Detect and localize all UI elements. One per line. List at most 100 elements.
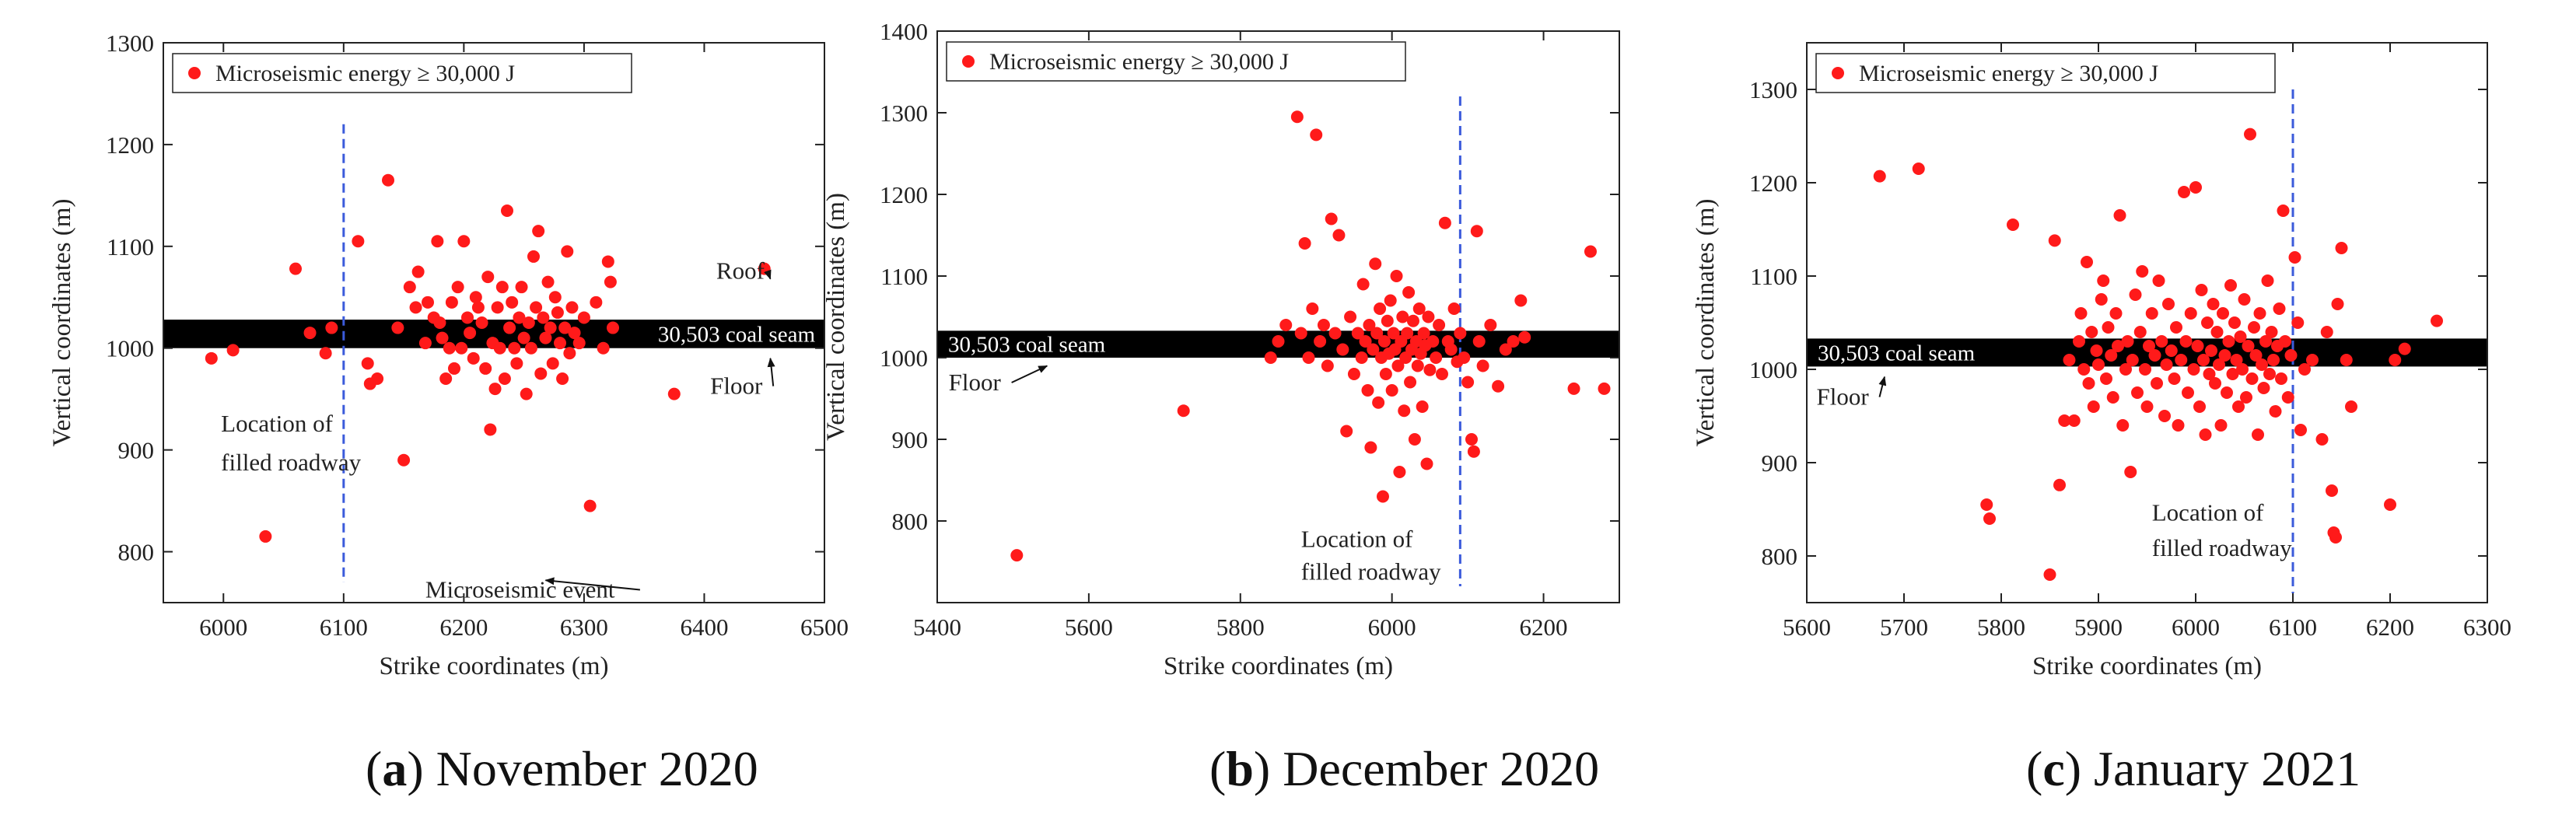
data-point (1340, 425, 1353, 438)
data-point (2284, 349, 2298, 362)
data-point (1454, 327, 1467, 340)
data-point (2139, 363, 2151, 376)
data-point (2048, 234, 2061, 247)
x-tick-label: 6000 (2172, 614, 2220, 641)
data-point (577, 311, 590, 324)
data-point (2087, 400, 2100, 413)
data-point (2195, 284, 2208, 296)
legend-label: Microseismic energy ≥ 30,000 J (215, 61, 515, 86)
data-point (2331, 298, 2344, 310)
data-point (2201, 316, 2214, 329)
data-point (2249, 349, 2263, 362)
data-point (319, 347, 332, 360)
annotation-text: filled roadway (1301, 558, 1441, 586)
data-point (484, 423, 497, 436)
annotation-arrow (1011, 365, 1048, 383)
y-tick-label: 1000 (106, 335, 154, 362)
data-point (1374, 302, 1387, 315)
annotation-text: filled roadway (2152, 534, 2292, 561)
data-point (433, 316, 446, 329)
data-point (303, 327, 317, 340)
annotation-text: Location of (2152, 498, 2264, 526)
data-point (422, 295, 434, 309)
data-point (1370, 327, 1384, 340)
data-point (2143, 340, 2155, 352)
data-point (2184, 307, 2197, 320)
data-point (556, 372, 569, 385)
data-point (1344, 310, 1357, 323)
data-point (524, 341, 537, 355)
data-point (508, 341, 521, 355)
data-point (501, 205, 513, 217)
data-point (1356, 278, 1370, 291)
data-point (226, 344, 240, 357)
data-point (2221, 386, 2233, 399)
annotation-text: Floor (710, 372, 763, 400)
annotation-text: Floor (949, 369, 1002, 396)
data-point (1321, 359, 1334, 372)
data-point (289, 262, 302, 275)
data-point (1010, 549, 1024, 562)
data-point (493, 341, 506, 355)
data-point (1294, 327, 1307, 340)
coal-seam-label: 30,503 coal seam (1818, 341, 1976, 365)
data-point (471, 301, 485, 314)
data-point (418, 337, 432, 350)
data-point (2109, 307, 2123, 320)
data-point (2113, 209, 2126, 222)
data-point (1317, 319, 1330, 331)
panel-c: 30,503 coal seam 5600 5700 5800 5900 6000 6100… (1692, 42, 2511, 796)
data-point (2228, 316, 2241, 329)
data-point (464, 327, 477, 340)
data-point (2187, 363, 2200, 376)
data-point (1359, 335, 1372, 348)
data-point (2172, 419, 2185, 432)
data-point (2329, 531, 2342, 544)
data-point (411, 265, 425, 278)
data-point (2102, 321, 2115, 334)
data-point (479, 362, 492, 375)
y-tick-label: 1300 (106, 30, 154, 57)
y-tick-label: 1000 (880, 344, 928, 372)
data-point (2043, 568, 2056, 581)
data-point (2326, 484, 2338, 497)
data-point (2232, 400, 2245, 413)
data-point (2207, 298, 2220, 310)
data-point (2210, 326, 2224, 338)
data-point (541, 275, 555, 288)
data-point (2151, 377, 2163, 390)
data-point (2193, 400, 2206, 413)
data-point (1384, 294, 1397, 307)
caption-open-paren: ( (2026, 741, 2042, 796)
data-point (2269, 405, 2282, 418)
data-point (461, 311, 474, 324)
data-point (548, 291, 562, 304)
data-point (1444, 343, 1458, 356)
y-axis-label: Vertical coordinates (m) (48, 199, 76, 447)
x-tick-label: 6300 (560, 614, 608, 641)
data-point (1476, 359, 1489, 372)
data-point (2222, 335, 2235, 348)
annotation-text: Location of (1301, 526, 1413, 553)
data-point (2119, 363, 2132, 376)
data-point (506, 295, 519, 309)
data-point (558, 321, 572, 334)
annotation-text: Microseismic event (425, 575, 615, 603)
data-point (530, 301, 543, 314)
data-point (1390, 270, 1403, 282)
x-tick-label: 5800 (1977, 614, 2025, 641)
data-point (583, 499, 597, 512)
data-point (2053, 478, 2066, 491)
x-tick-label: 6200 (2366, 614, 2414, 641)
data-point (391, 321, 404, 334)
data-point (1325, 212, 1338, 225)
data-point (488, 383, 502, 396)
data-point (551, 306, 564, 319)
y-tick-label: 1200 (880, 181, 928, 208)
y-axis-label: Vertical coordinates (m) (822, 193, 850, 441)
data-point (520, 387, 533, 400)
annotation-arrow (767, 357, 775, 386)
y-tick-label: 1200 (1749, 170, 1797, 197)
data-point (2136, 265, 2149, 278)
data-point (1391, 359, 1405, 372)
